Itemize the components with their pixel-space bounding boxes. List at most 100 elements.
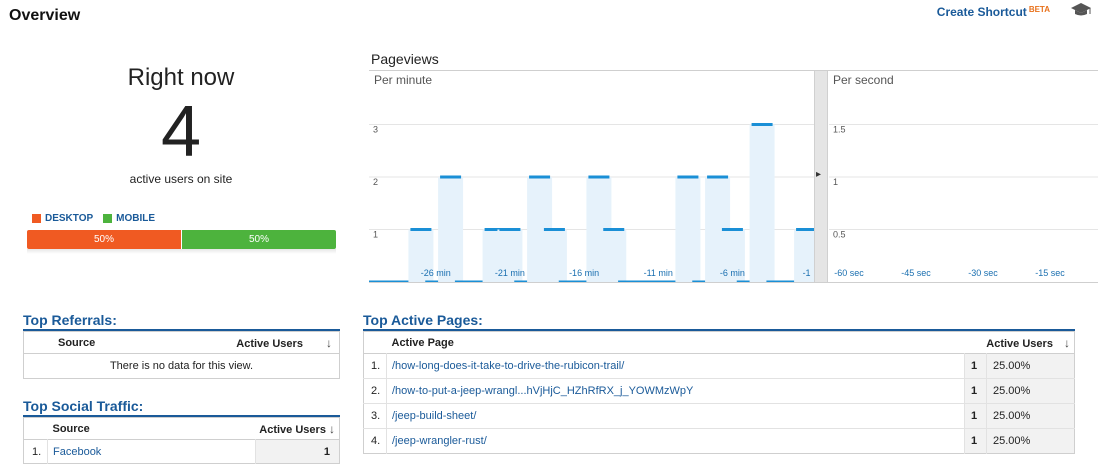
col-source-header[interactable]: Source: [58, 336, 96, 349]
legend-mobile[interactable]: MOBILE: [103, 213, 155, 224]
chart-divider[interactable]: [814, 71, 828, 282]
bar-top: [588, 175, 610, 179]
row-index: 4.: [363, 428, 387, 454]
active-users-value: 1: [964, 428, 987, 454]
bar-top: [425, 280, 447, 282]
create-shortcut-label: Create Shortcut: [936, 5, 1027, 19]
active-users-value: 1: [964, 378, 987, 404]
empty-row: There is no data for this view.: [24, 354, 340, 379]
page-path: /how-long-does-it-take-to-drive-the-rubi…: [392, 360, 625, 372]
top-active-pages-table: Active Page Active Users ↓ 1. /how-long-d…: [363, 331, 1075, 454]
active-users-percent: 25.00%: [986, 378, 1075, 404]
per-second-chart: 0.5 1 1.5 -60 sec -45 sec -30 sec -15 sec: [829, 124, 1098, 278]
desktop-segment[interactable]: 50%: [27, 230, 182, 249]
col-active-users-header[interactable]: Active Users ↓: [965, 332, 1075, 354]
device-split-bar: 50% 50%: [27, 230, 336, 249]
y-tick-label: 1: [373, 230, 378, 240]
page-link[interactable]: /jeep-build-sheet/: [387, 404, 965, 429]
source-label: Facebook: [53, 445, 102, 458]
x-tick-label: -21 min: [495, 268, 525, 278]
col-active-users-label: Active Users: [986, 337, 1053, 350]
bar-fill: [497, 229, 523, 282]
bar-top: [751, 123, 773, 126]
row-index: 2.: [363, 378, 387, 404]
table-header-row: Source Active Users ↓: [23, 418, 340, 440]
source-link[interactable]: Facebook: [48, 440, 256, 464]
top-active-pages-title: Top Active Pages:: [363, 312, 483, 328]
active-pages-rows: 1. /how-long-does-it-take-to-drive-the-ru…: [363, 353, 1075, 454]
bar-top: [484, 228, 506, 231]
bar-fill: [719, 229, 745, 282]
active-users-value: 1: [964, 353, 987, 379]
table-header-row: Active Page Active Users ↓: [363, 332, 1075, 354]
top-referrals-table: Source Active Users ↓ There is no data f…: [23, 331, 340, 379]
top-social-title: Top Social Traffic:: [23, 398, 144, 414]
sort-arrow-icon[interactable]: ↓: [1064, 335, 1070, 350]
y-tick-label: 1.5: [833, 125, 846, 135]
pageviews-title: Pageviews: [371, 51, 439, 67]
x-tick-label: -15 sec: [1035, 268, 1065, 278]
page-path: /how-to-put-a-jeep-wrangl...hVjHjC_HZhRf…: [392, 385, 694, 397]
mobile-percent: 50%: [248, 234, 269, 245]
mobile-swatch: [103, 214, 113, 223]
page-path: /jeep-build-sheet/: [392, 410, 477, 422]
bar-top: [692, 280, 714, 282]
bar-fill: [541, 229, 567, 282]
bar-top: [529, 175, 551, 179]
col-active-users-label: Active Users: [236, 337, 303, 350]
bar-top: [573, 280, 595, 282]
bar-top: [736, 280, 758, 282]
active-users-caption: active users on site: [129, 172, 233, 186]
top-active-pages-rule: [363, 329, 1075, 331]
col-source-header[interactable]: Source: [52, 422, 90, 435]
col-active-users-header[interactable]: Active Users ↓: [153, 332, 339, 354]
bar-top: [707, 175, 729, 179]
page-link[interactable]: /jeep-wrangler-rust/: [387, 429, 965, 454]
sort-arrow-icon[interactable]: ↓: [329, 421, 335, 436]
per-minute-label: Per minute: [374, 73, 433, 87]
x-tick-label: -16 min: [569, 268, 599, 278]
col-active-users-header[interactable]: Active Users ↓: [256, 418, 340, 440]
x-tick-label: -30 sec: [968, 268, 998, 278]
page-link[interactable]: /how-long-does-it-take-to-drive-the-rubi…: [387, 354, 965, 379]
bar-top: [677, 175, 699, 179]
graduation-cap-icon[interactable]: [1070, 2, 1092, 18]
bar-top: [796, 228, 814, 231]
x-tick-label: -45 sec: [901, 268, 931, 278]
device-legend: DESKTOP MOBILE: [32, 213, 155, 224]
bar-top: [558, 280, 580, 282]
row-index: 3.: [363, 403, 387, 429]
active-users-count: 4: [160, 92, 202, 172]
right-now-label: Right now: [127, 64, 235, 91]
y-tick-label: 0.5: [833, 230, 846, 240]
bar-top: [781, 280, 803, 282]
bar-fill: [749, 124, 775, 282]
index-header: [364, 332, 387, 354]
chevron-right-icon[interactable]: ▸: [816, 169, 822, 180]
create-shortcut-link[interactable]: Create Shortcut BETA: [937, 5, 1050, 19]
x-tick-label: -6 min: [720, 268, 745, 278]
x-tick-label: -1: [803, 268, 811, 278]
y-tick-label: 2: [373, 177, 378, 187]
bar-fill: [408, 229, 434, 282]
per-second-label: Per second: [833, 73, 894, 87]
bar-top: [632, 280, 654, 282]
top-social-rule: [23, 415, 340, 417]
bar-top: [369, 280, 387, 282]
col-active-page-header[interactable]: Active Page: [391, 336, 454, 349]
desktop-percent: 50%: [93, 234, 114, 245]
empty-message: There is no data for this view.: [109, 360, 254, 372]
beta-badge: BETA: [1028, 5, 1050, 14]
sort-arrow-icon[interactable]: ↓: [326, 335, 332, 350]
per-minute-chart: 1 2 3 -26 min -21 min -16 min -11 min -6 min -1: [369, 123, 814, 282]
row-index: 1.: [23, 439, 48, 464]
bar-top: [499, 228, 521, 231]
mobile-segment[interactable]: 50%: [182, 230, 336, 249]
bar-top: [410, 228, 432, 231]
legend-desktop[interactable]: DESKTOP: [32, 213, 93, 224]
bar-fill: [438, 177, 464, 282]
bar-top: [380, 280, 402, 282]
page-link[interactable]: /how-to-put-a-jeep-wrangl...hVjHjC_HZhRf…: [387, 379, 965, 404]
top-social-table: Source Active Users ↓ 1. Facebook 1: [23, 417, 340, 464]
table-row: 2. /how-to-put-a-jeep-wrangl...hVjHjC_HZh…: [363, 378, 1075, 404]
